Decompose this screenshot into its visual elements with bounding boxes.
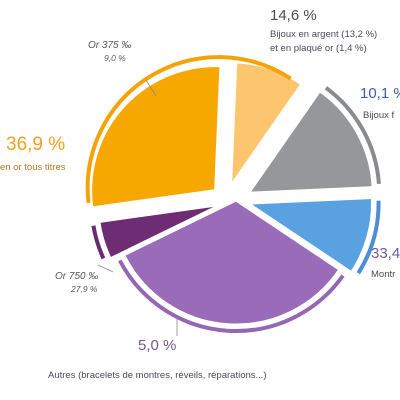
label-watches-sub: Montr [371,269,395,280]
label-gold-total-pct: 36,9 % [6,134,65,155]
leader-line [97,264,114,273]
pie-slice [121,198,343,327]
leader-line [145,79,157,97]
pie-slice [89,64,223,210]
outer-ring-arc [118,259,345,333]
outer-ring-arc [356,200,381,275]
gold-group-arc [85,55,292,204]
label-or750-sub: 27,9 % [70,284,98,294]
label-other-sub: Autres (bracelets de montres, réveils, r… [48,370,267,381]
leader-lines [97,79,178,336]
label-silver-sub1: Bijoux en argent (13,2 %) [270,29,377,40]
label-silver-pct: 14,6 % [270,7,317,24]
label-silver-sub2: et en plaqué or (1,4 %) [270,43,367,54]
label-gold-total-sub: en or tous titres [0,162,66,173]
pie-slices [85,55,381,333]
outer-ring-arc [91,225,106,260]
label-watches-pct: 33,4 % [371,245,400,262]
label-fantasy-sub: Bijoux f [363,110,395,121]
label-or375-sub: 9,0 % [104,53,126,63]
pie-slice [245,88,375,195]
pie-slice [242,195,375,275]
outer-ring-arc [324,86,381,185]
pie-slice [97,202,224,261]
label-or375-main: Or 375 ‰ [88,40,131,51]
label-fantasy-pct: 10,1 % [360,85,400,102]
label-or750-main: Or 750 ‰ [55,271,98,282]
label-other-pct: 5,0 % [138,337,176,354]
